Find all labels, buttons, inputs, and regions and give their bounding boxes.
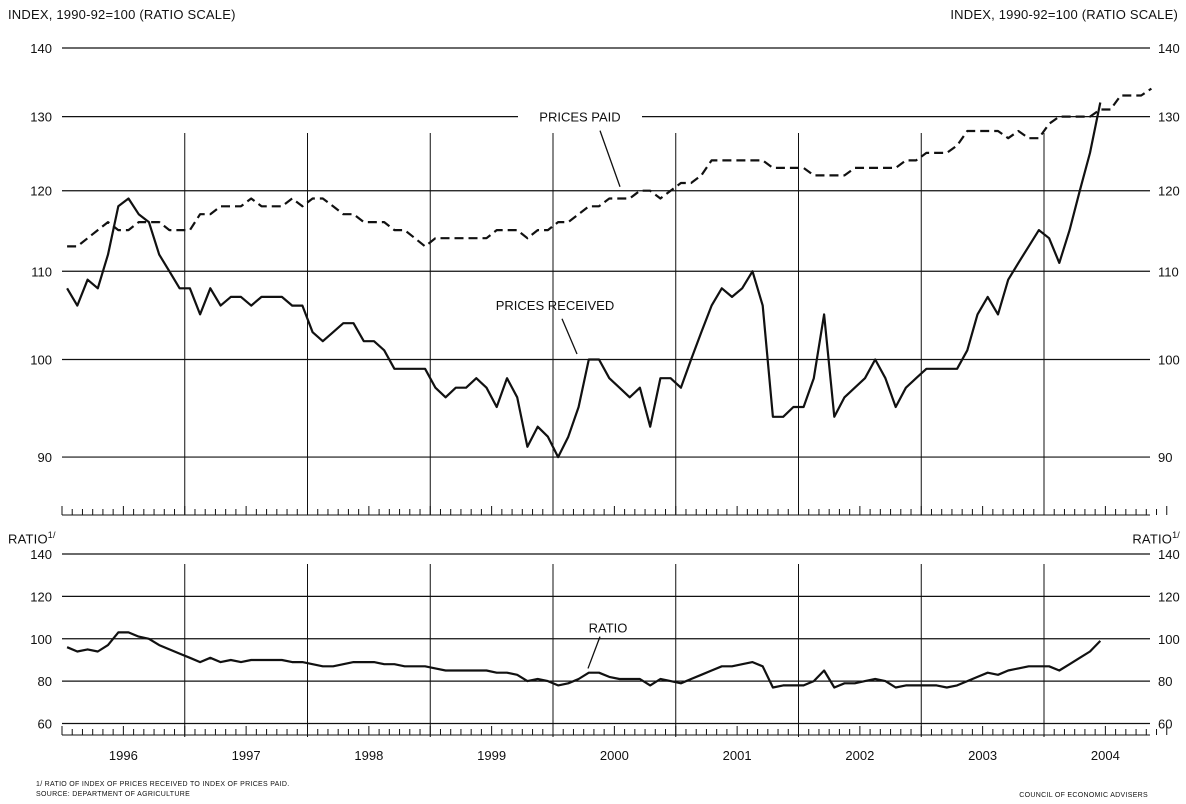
y-tick-left-80: 80	[38, 674, 52, 689]
x-tick-1999: 1999	[477, 748, 506, 763]
annotation-pointer-prices-received	[561, 318, 578, 355]
y-tick-left-60: 60	[38, 717, 52, 732]
series-line-prices-paid	[67, 87, 1153, 248]
x-tick-2000: 2000	[600, 748, 629, 763]
y-tick-left-120: 120	[30, 184, 52, 199]
y-tick-right-120: 120	[1158, 184, 1180, 199]
annotation-pointer-ratio	[587, 636, 601, 669]
y-tick-left-120: 120	[30, 589, 52, 604]
y-tick-left-140: 140	[30, 41, 52, 56]
y-tick-right-140: 140	[1158, 547, 1180, 562]
footnote-mark-right: 1/	[1172, 530, 1180, 540]
x-tick-2004: 2004	[1091, 748, 1120, 763]
x-tick-2003: 2003	[968, 748, 997, 763]
footnote-mark-left: 1/	[47, 530, 56, 540]
y-tick-left-130: 130	[30, 110, 52, 125]
y-tick-left-100: 100	[30, 353, 52, 368]
left-unit-label: INDEX, 1990-92=100 (RATIO SCALE)	[8, 7, 236, 22]
ratio-label-right: RATIO1/	[1132, 530, 1180, 547]
y-tick-left-100: 100	[30, 632, 52, 647]
y-tick-right-100: 100	[1158, 353, 1180, 368]
y-tick-right-140: 140	[1158, 41, 1180, 56]
source-text: SOURCE: DEPARTMENT OF AGRICULTURE	[36, 791, 191, 798]
y-tick-left-110: 110	[31, 264, 52, 279]
y-tick-right-90: 90	[1158, 450, 1172, 465]
annotation-prices-received: PRICES RECEIVED	[496, 298, 614, 313]
y-tick-right-80: 80	[1158, 674, 1172, 689]
y-tick-left-140: 140	[30, 547, 52, 562]
annotation-bg	[578, 618, 638, 637]
annotation-bg	[518, 107, 642, 126]
series-line-ratio	[66, 631, 1102, 689]
right-unit-label: INDEX, 1990-92=100 (RATIO SCALE)	[950, 7, 1178, 22]
y-tick-left-90: 90	[38, 450, 52, 465]
y-tick-right-60: 60	[1158, 717, 1172, 732]
annotation-prices-paid: PRICES PAID	[539, 110, 620, 125]
y-tick-right-110: 110	[1158, 264, 1179, 279]
series-line-prices-received	[66, 102, 1102, 459]
x-tick-1996: 1996	[109, 748, 138, 763]
footnote-text: 1/ RATIO OF INDEX OF PRICES RECEIVED TO …	[36, 781, 290, 788]
x-tick-2002: 2002	[845, 748, 874, 763]
ratio-label-left: RATIO1/	[8, 530, 56, 547]
annotation-ratio: RATIO	[589, 621, 628, 636]
annotation-pointer-prices-paid	[599, 130, 621, 187]
y-tick-right-130: 130	[1158, 110, 1180, 125]
y-tick-right-100: 100	[1158, 632, 1180, 647]
y-tick-right-120: 120	[1158, 589, 1180, 604]
x-tick-1998: 1998	[354, 748, 383, 763]
x-tick-1997: 1997	[232, 748, 261, 763]
credit-text: COUNCIL OF ECONOMIC ADVISERS	[1019, 792, 1148, 799]
x-tick-2001: 2001	[723, 748, 752, 763]
